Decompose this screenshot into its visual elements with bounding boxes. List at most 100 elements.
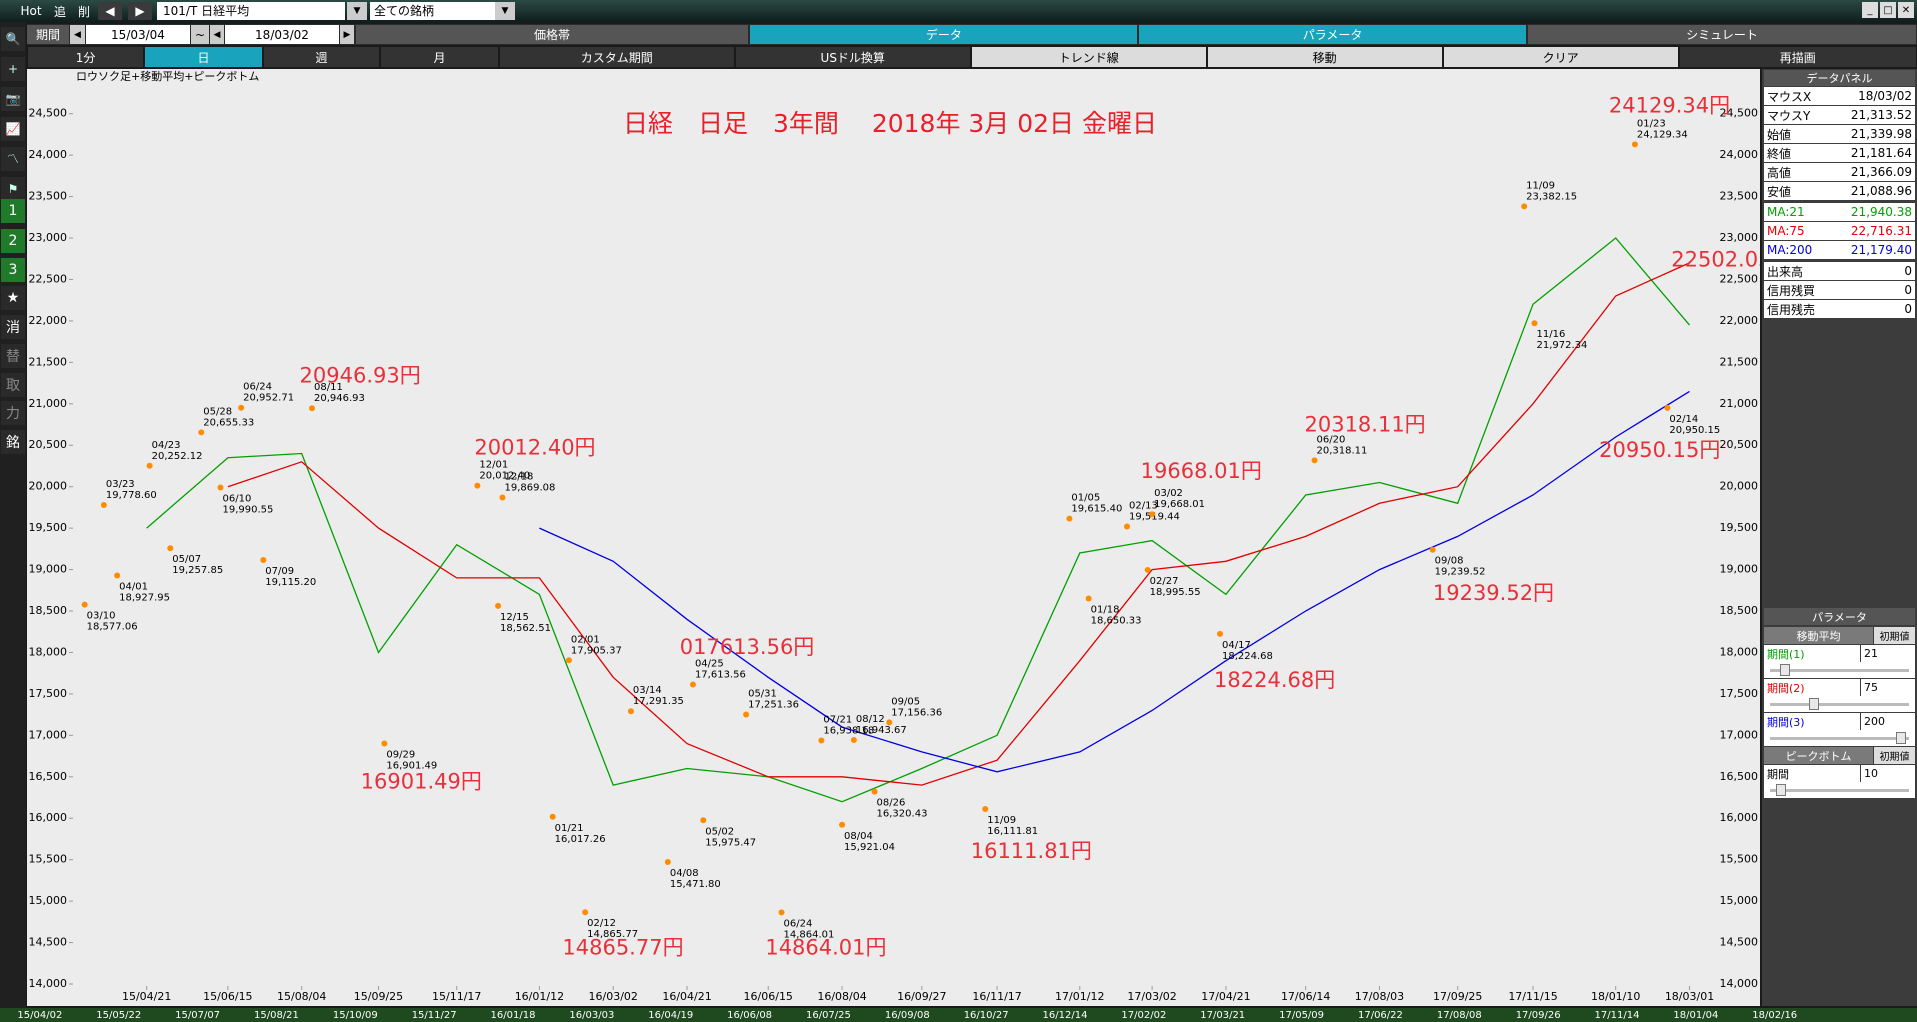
y-tick-label: 21,000 bbox=[1720, 397, 1759, 410]
peak-date: 03/10 bbox=[87, 611, 116, 622]
add-button[interactable]: 追 bbox=[53, 4, 66, 19]
slider-knob[interactable] bbox=[1896, 732, 1907, 744]
sidebar-icon[interactable]: + bbox=[1, 56, 25, 81]
peak-date: 03/23 bbox=[106, 479, 135, 490]
y-tick-label: 18,000 bbox=[29, 645, 68, 658]
x-tick-label: 16/04/21 bbox=[662, 990, 711, 1003]
sidebar-button[interactable]: 力 bbox=[1, 401, 25, 425]
toolbar-button[interactable]: 月 bbox=[381, 47, 498, 67]
y-tick-label: 14,500 bbox=[1720, 936, 1759, 949]
prev-button[interactable]: ◀ bbox=[70, 25, 85, 44]
peak-date: 06/24 bbox=[243, 382, 272, 393]
y-tick-label: 19,000 bbox=[29, 563, 68, 576]
prev-button[interactable]: ◀ bbox=[98, 2, 122, 20]
toolbar-button[interactable]: 日 bbox=[145, 47, 262, 67]
tab[interactable]: データ bbox=[750, 25, 1138, 44]
symbol-box[interactable]: 101/T 日経平均 bbox=[157, 2, 345, 20]
sidebar-button[interactable]: 替 bbox=[1, 343, 25, 368]
y-tick-label: 15,000 bbox=[1720, 894, 1759, 907]
annotation: 14864.01円 bbox=[765, 936, 886, 960]
peak-marker bbox=[1311, 457, 1318, 464]
sidebar-icon[interactable]: ⚑ bbox=[1, 176, 25, 201]
peak-value: 16,938.18 bbox=[823, 725, 874, 736]
sidebar-button[interactable]: 3 bbox=[1, 257, 25, 282]
param-value[interactable]: 21 bbox=[1861, 645, 1915, 662]
peak-marker bbox=[260, 557, 267, 564]
annotation: 24129.34円 bbox=[1609, 93, 1730, 117]
slider-knob[interactable] bbox=[1776, 784, 1787, 796]
toolbar-button[interactable]: 1分 bbox=[27, 47, 144, 67]
scroll-date: 16/10/27 bbox=[963, 1009, 1009, 1021]
minimize-button[interactable]: _ bbox=[1862, 2, 1878, 18]
delete-button[interactable]: 削 bbox=[77, 4, 90, 19]
sidebar-icon[interactable]: 📷 bbox=[1, 86, 25, 111]
data-value: 21,339.98 bbox=[1824, 125, 1915, 143]
param-label: 期間(1) bbox=[1764, 645, 1860, 662]
toolbar-button[interactable]: 移動 bbox=[1207, 47, 1442, 67]
slider-rail bbox=[1770, 789, 1909, 792]
from-date[interactable]: 15/03/04 bbox=[86, 25, 190, 44]
maximize-button[interactable]: □ bbox=[1880, 2, 1896, 18]
reset-button[interactable]: 初期値 bbox=[1874, 627, 1915, 644]
dropdown[interactable]: ▼ bbox=[495, 2, 515, 20]
slider-knob[interactable] bbox=[1808, 698, 1819, 710]
next-button[interactable]: ▶ bbox=[340, 25, 354, 44]
y-tick-label: 16,500 bbox=[1720, 770, 1759, 783]
close-button[interactable]: ✕ bbox=[1898, 2, 1914, 18]
sidebar-button[interactable]: ★ bbox=[1, 286, 25, 311]
peak-value: 20,012.40 bbox=[479, 471, 530, 482]
next-button[interactable]: ▶ bbox=[128, 2, 152, 20]
scrollbar[interactable] bbox=[0, 1008, 1917, 1022]
tab[interactable]: シミュレート bbox=[1527, 25, 1916, 44]
tab[interactable]: 価格帯 bbox=[355, 25, 749, 44]
toolbar-button[interactable]: クリア bbox=[1443, 47, 1678, 67]
toolbar-button[interactable]: 週 bbox=[263, 47, 380, 67]
reset-button[interactable]: 初期値 bbox=[1874, 747, 1915, 764]
sidebar-icon[interactable]: 📈 bbox=[1, 116, 25, 141]
hot-button[interactable]: Hot bbox=[20, 4, 42, 18]
annotation: 16901.49円 bbox=[361, 769, 482, 793]
peak-value: 17,905.37 bbox=[571, 645, 622, 656]
y-tick-label: 23,500 bbox=[1720, 190, 1759, 203]
sidebar-button[interactable]: 2 bbox=[1, 228, 25, 253]
peak-marker bbox=[664, 859, 671, 866]
peak-value: 15,471.80 bbox=[670, 879, 721, 890]
sidebar-button[interactable]: 消 bbox=[1, 315, 25, 340]
x-tick-label: 17/08/03 bbox=[1355, 990, 1404, 1003]
peak-value: 16,111.81 bbox=[987, 826, 1038, 837]
param-value[interactable]: 10 bbox=[1861, 765, 1915, 782]
period-label: 期間 bbox=[27, 25, 69, 44]
toolbar-button[interactable]: トレンド線 bbox=[971, 47, 1206, 67]
y-tick-label: 24,500 bbox=[29, 107, 68, 120]
toolbar-button[interactable]: カスタム期間 bbox=[499, 47, 734, 67]
toolbar-button[interactable]: USドル換算 bbox=[735, 47, 970, 67]
sidebar-button[interactable]: 銘 bbox=[1, 430, 25, 455]
param-value[interactable]: 75 bbox=[1861, 679, 1915, 696]
peak-date: 05/07 bbox=[172, 554, 201, 565]
x-tick-label: 16/03/02 bbox=[589, 990, 638, 1003]
scroll-date: 18/02/16 bbox=[1752, 1009, 1798, 1021]
x-tick-label: 15/04/21 bbox=[122, 990, 171, 1003]
y-tick-label: 21,000 bbox=[29, 397, 68, 410]
universe-box[interactable]: 全ての銘柄 bbox=[370, 2, 495, 20]
dropdown[interactable]: ▼ bbox=[347, 2, 367, 20]
y-tick-label: 20,500 bbox=[1720, 438, 1759, 451]
prev-button[interactable]: ◀ bbox=[210, 25, 224, 44]
toolbar-button[interactable]: 再描画 bbox=[1679, 47, 1916, 67]
data-label: 終値 bbox=[1764, 144, 1824, 162]
sidebar-button[interactable]: 1 bbox=[1, 199, 25, 224]
peak-value: 20,952.71 bbox=[243, 393, 294, 404]
sidebar-icon[interactable]: 🔍 bbox=[1, 26, 25, 51]
tab[interactable]: パラメータ bbox=[1139, 25, 1526, 44]
slider-rail bbox=[1770, 737, 1909, 740]
chart-subtitle: ロウソク足+移動平均+ピークボトム bbox=[76, 69, 259, 83]
sidebar-button[interactable]: 取 bbox=[1, 372, 25, 397]
scroll-date: 16/12/14 bbox=[1042, 1009, 1088, 1021]
to-date[interactable]: 18/03/02 bbox=[225, 25, 339, 44]
data-label: 出来高 bbox=[1764, 262, 1824, 280]
slider-knob[interactable] bbox=[1780, 664, 1791, 676]
peak-marker bbox=[238, 404, 245, 411]
peak-date: 02/14 bbox=[1669, 414, 1698, 425]
sidebar-icon[interactable]: 〽 bbox=[1, 146, 25, 171]
param-value[interactable]: 200 bbox=[1861, 713, 1915, 730]
